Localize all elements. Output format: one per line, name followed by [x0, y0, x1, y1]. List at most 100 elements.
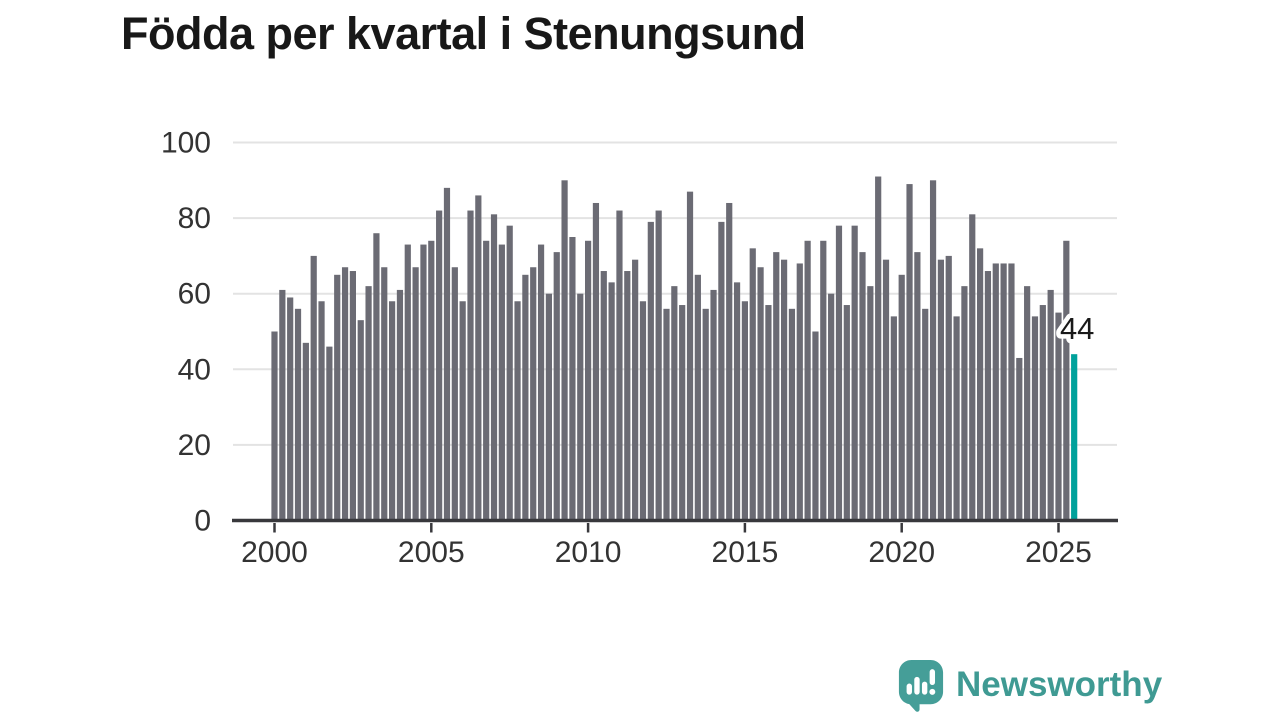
- bar: [389, 301, 396, 521]
- bar: [679, 305, 686, 521]
- bar: [1055, 312, 1062, 521]
- bar: [765, 305, 772, 521]
- highlighted-bar: [1071, 354, 1078, 521]
- bar: [357, 320, 364, 521]
- bar: [890, 316, 897, 521]
- bar: [804, 240, 811, 521]
- bar: [733, 282, 741, 521]
- bar: [514, 301, 521, 521]
- bar: [663, 308, 670, 521]
- bar: [726, 202, 733, 521]
- bar: [396, 289, 404, 521]
- bar: [553, 252, 560, 521]
- bar: [835, 225, 843, 521]
- bar: [271, 331, 278, 521]
- y-tick-label: 60: [178, 278, 211, 311]
- bar: [490, 214, 498, 521]
- bar: [545, 293, 552, 521]
- x-tick-label: 2025: [1025, 536, 1092, 569]
- bar: [294, 308, 302, 521]
- bar: [702, 308, 709, 521]
- bar: [781, 259, 788, 521]
- bar: [334, 274, 341, 521]
- y-tick-label: 0: [194, 505, 211, 538]
- bar: [420, 244, 427, 521]
- x-tick-label: 2015: [712, 536, 779, 569]
- bar: [796, 263, 803, 521]
- x-tick-label: 2020: [868, 536, 935, 569]
- bar: [365, 286, 372, 521]
- bar: [859, 252, 866, 521]
- bar: [914, 252, 921, 521]
- bar: [483, 240, 490, 521]
- bar: [522, 274, 529, 521]
- bar: [624, 271, 631, 521]
- bar: [929, 180, 937, 521]
- bar: [326, 346, 333, 521]
- bar: [647, 221, 654, 521]
- bar: [906, 184, 913, 521]
- bar: [718, 221, 725, 521]
- bar: [757, 267, 764, 521]
- bar: [498, 244, 505, 521]
- bar: [1047, 289, 1054, 521]
- y-tick-label: 20: [178, 429, 211, 462]
- bar: [1063, 240, 1070, 521]
- x-tick-label: 2010: [555, 536, 622, 569]
- bar: [898, 274, 905, 521]
- bar: [287, 297, 294, 521]
- y-tick-label: 100: [161, 127, 211, 160]
- bar: [569, 237, 576, 521]
- bar: [875, 176, 882, 521]
- bar: [1039, 305, 1046, 521]
- bar: [443, 187, 451, 521]
- bar: [961, 286, 968, 521]
- bar: [741, 301, 748, 521]
- bar: [341, 267, 349, 521]
- bar: [506, 225, 513, 521]
- bar: [310, 255, 317, 521]
- x-tick-label: 2005: [398, 536, 465, 569]
- bar: [318, 301, 325, 521]
- bar: [1031, 316, 1039, 521]
- bar: [945, 255, 952, 521]
- bar: [537, 244, 545, 521]
- bar: [600, 271, 607, 521]
- bar: [608, 282, 615, 521]
- chart-title: Födda per kvartal i Stenungsund: [121, 8, 806, 59]
- bar: [773, 252, 780, 521]
- bar: [1008, 263, 1015, 521]
- bar: [577, 293, 584, 521]
- bar: [1000, 263, 1007, 521]
- newsworthy-logo-icon: [898, 660, 944, 712]
- bar: [820, 240, 827, 521]
- bar: [632, 259, 639, 521]
- bar: [812, 331, 819, 521]
- bar: [592, 202, 600, 521]
- bar: [984, 271, 992, 521]
- bar: [436, 210, 443, 521]
- bar: [867, 286, 874, 521]
- bar: [349, 271, 356, 521]
- bar: [788, 308, 796, 521]
- bar: [459, 301, 466, 521]
- bar: [616, 210, 623, 521]
- bar: [451, 267, 458, 521]
- bar: [279, 289, 286, 521]
- bar: [710, 289, 717, 521]
- bar: [828, 293, 835, 521]
- bar: [381, 267, 388, 521]
- x-tick-label: 2000: [241, 536, 308, 569]
- bar: [561, 180, 568, 521]
- bar: [585, 240, 592, 521]
- bar: [428, 240, 435, 521]
- bar: [475, 195, 482, 521]
- bar: [843, 305, 850, 521]
- bar: [1024, 286, 1031, 521]
- bar: [412, 267, 419, 521]
- bar: [671, 286, 678, 521]
- bar: [404, 244, 411, 521]
- bar: [992, 263, 999, 521]
- bar: [922, 308, 929, 521]
